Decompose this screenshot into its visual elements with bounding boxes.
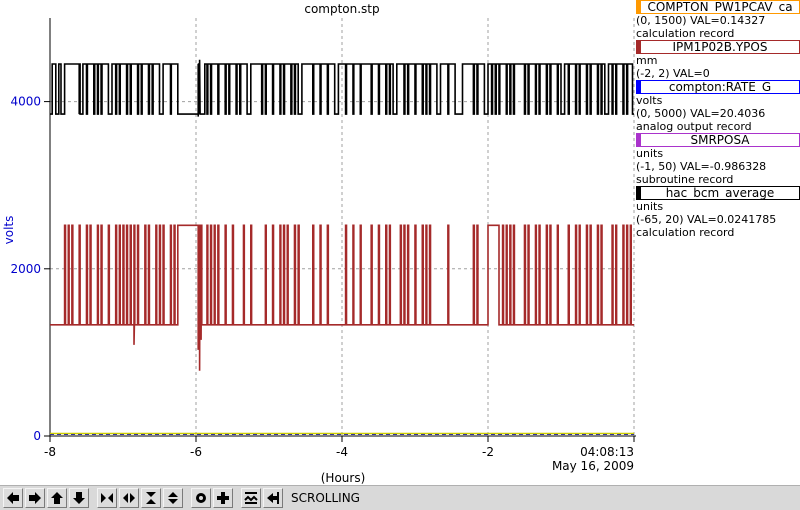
legend-item-ipm1p02b[interactable]: IPM1P02B.YPOS mm (-2, 2) VAL=0: [636, 40, 800, 80]
zoom-in-y-button[interactable]: [141, 488, 161, 508]
chart-title: compton.stp: [304, 2, 379, 16]
pan-up-button[interactable]: [47, 488, 67, 508]
legend-pv-name[interactable]: IPM1P02B.YPOS: [636, 40, 800, 54]
legend-pv-name[interactable]: compton:RATE_G: [636, 80, 800, 94]
legend-unit: units: [636, 147, 664, 160]
series-line-compton-pw1pcav-ca: [50, 59, 634, 117]
zoom-in-x-icon: [101, 493, 113, 503]
legend-unit: volts: [636, 94, 663, 107]
end-date-label: May 16, 2009: [552, 459, 634, 473]
legend-pv-name[interactable]: COMPTON_PW1PCAV_ca: [636, 0, 800, 14]
y-tick-label: 2000: [10, 262, 41, 276]
legend-record-type: subroutine record: [636, 173, 734, 186]
plus-icon: [217, 492, 229, 504]
legend-range-value: (0, 1500) VAL=0.14327: [636, 14, 766, 27]
zoom-out-y-button[interactable]: [163, 488, 183, 508]
legend-item-hac-bcm-average[interactable]: hac_bcm_average units (-65, 20) VAL=0.02…: [636, 186, 800, 239]
auto-scale-button[interactable]: [191, 488, 211, 508]
x-tick-label: -2: [482, 445, 494, 459]
legend-item-compton-pw1pcav[interactable]: COMPTON_PW1PCAV_ca (0, 1500) VAL=0.14327…: [636, 0, 800, 40]
end-scroll-button[interactable]: [263, 488, 283, 508]
zoom-out-x-button[interactable]: [119, 488, 139, 508]
pan-left-button[interactable]: [3, 488, 23, 508]
style-button[interactable]: [241, 488, 261, 508]
legend-pv-name[interactable]: SMRPOSA: [636, 133, 800, 147]
x-axis-label: (Hours): [321, 471, 366, 485]
arrow-up-icon: [51, 492, 63, 504]
legend-range-value: (0, 5000) VAL=20.4036: [636, 107, 766, 120]
toolbar: SCROLLING: [0, 485, 800, 510]
strip-chart[interactable]: -8 -6 -4 -2 0 2000 4000 compton.stp (Hours) volts…: [0, 0, 636, 485]
x-tick-label: -6: [190, 445, 202, 459]
legend-unit: units: [636, 200, 664, 213]
legend-record-type: calculation record: [636, 226, 735, 239]
x-tick-label: -4: [336, 445, 348, 459]
add-plot-button[interactable]: [213, 488, 233, 508]
scroll-status: SCROLLING: [291, 491, 360, 505]
legend-record-type: analog output record: [636, 120, 752, 133]
series-line-ipm1p02b-ypos: [50, 224, 634, 371]
legend-item-smrposa[interactable]: SMRPOSA units (-1, 50) VAL=-0.986328 sub…: [636, 133, 800, 186]
y-axis-label: volts: [2, 216, 16, 245]
legend: COMPTON_PW1PCAV_ca (0, 1500) VAL=0.14327…: [636, 0, 800, 239]
legend-range-value: (-1, 50) VAL=-0.986328: [636, 160, 767, 173]
x-tick-label: -8: [44, 445, 56, 459]
pan-right-button[interactable]: [25, 488, 45, 508]
y-tick-label: 0: [33, 429, 41, 443]
arrow-right-icon: [29, 492, 41, 504]
zoom-in-y-icon: [146, 492, 156, 504]
pan-down-button[interactable]: [69, 488, 89, 508]
legend-record-type: calculation record: [636, 27, 735, 40]
target-icon: [196, 493, 206, 503]
legend-pv-name[interactable]: hac_bcm_average: [636, 186, 800, 200]
zoom-out-x-icon: [123, 493, 135, 503]
end-time-label: 04:08:13: [580, 445, 634, 459]
arrow-down-icon: [73, 492, 85, 504]
style-icon: [244, 492, 258, 504]
legend-item-compton-rate-g[interactable]: compton:RATE_G volts (0, 5000) VAL=20.40…: [636, 80, 800, 133]
zoom-in-x-button[interactable]: [97, 488, 117, 508]
legend-unit: mm: [636, 54, 658, 67]
end-icon: [267, 492, 279, 504]
legend-range-value: (-65, 20) VAL=0.0241785: [636, 213, 777, 226]
zoom-out-y-icon: [168, 492, 178, 504]
arrow-left-icon: [7, 492, 19, 504]
legend-range-value: (-2, 2) VAL=0: [636, 67, 710, 80]
y-tick-label: 4000: [10, 95, 41, 109]
